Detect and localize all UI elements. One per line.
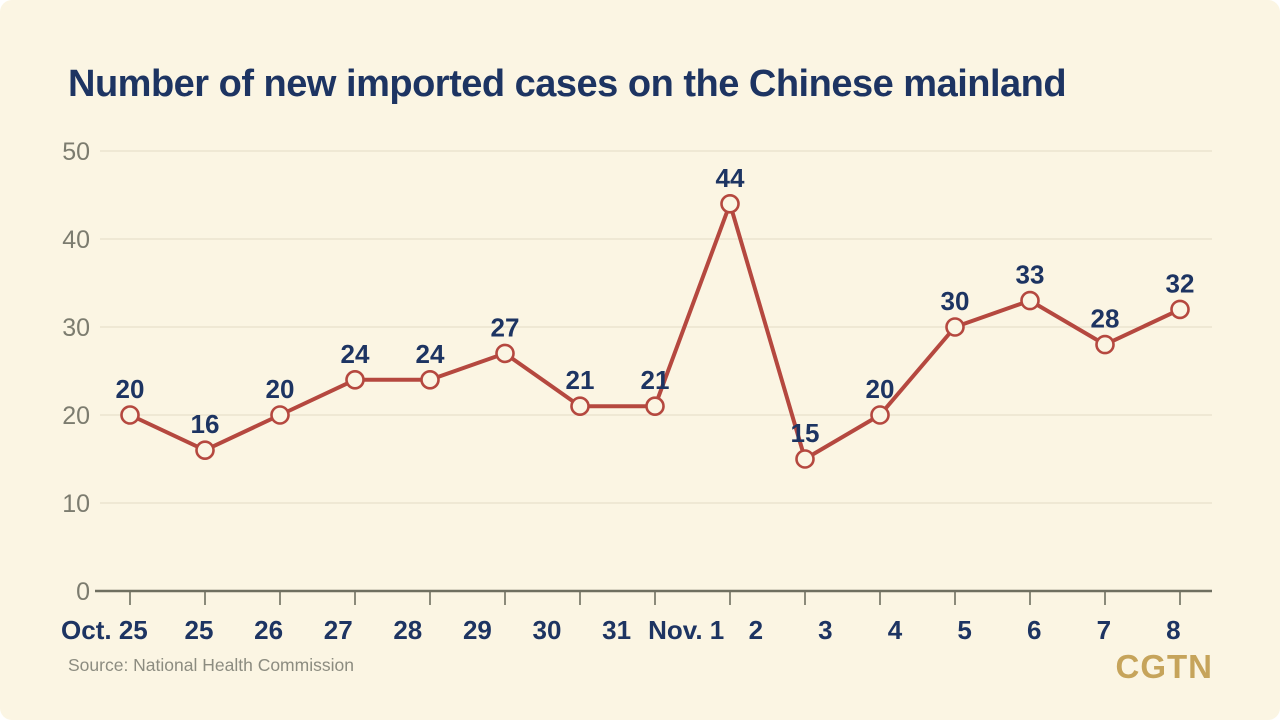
data-point-marker bbox=[645, 396, 665, 417]
data-point-marker bbox=[345, 369, 365, 390]
data-point-label: 20 bbox=[266, 374, 295, 404]
data-point-label: 20 bbox=[866, 374, 895, 404]
x-axis-label: 26 bbox=[254, 615, 283, 645]
x-axis-label: 25 bbox=[185, 615, 214, 645]
data-point-marker bbox=[945, 317, 965, 337]
data-point-label: 21 bbox=[641, 365, 670, 395]
y-axis-label-20: 20 bbox=[62, 402, 90, 430]
data-point-label: 24 bbox=[341, 339, 370, 369]
x-axis-label: 8 bbox=[1166, 615, 1180, 645]
x-axis-label: 28 bbox=[393, 615, 422, 645]
y-axis-label-10: 10 bbox=[62, 490, 90, 518]
y-axis-label-40: 40 bbox=[62, 226, 90, 254]
x-axis-label: 4 bbox=[888, 615, 903, 645]
data-point-marker bbox=[195, 440, 215, 461]
cgtn-logo: CGTN bbox=[1115, 648, 1213, 685]
data-point-marker bbox=[120, 405, 140, 425]
x-axis-label: 27 bbox=[324, 615, 353, 645]
data-point-label: 16 bbox=[191, 409, 220, 439]
x-axis-label: 3 bbox=[818, 615, 832, 645]
y-axis-label-30: 30 bbox=[62, 314, 90, 342]
data-point-label: 15 bbox=[791, 418, 820, 448]
data-point-label: 21 bbox=[566, 365, 595, 395]
x-axis-label: 29 bbox=[463, 615, 492, 645]
x-axis-label: 2 bbox=[749, 615, 763, 645]
data-point-marker bbox=[720, 194, 740, 214]
data-point-label: 24 bbox=[416, 339, 445, 369]
x-axis-label: 5 bbox=[957, 615, 971, 645]
x-axis-label: 31 bbox=[602, 615, 631, 645]
data-point-marker bbox=[270, 405, 290, 425]
data-point-marker bbox=[870, 405, 890, 425]
data-point-label: 20 bbox=[116, 374, 145, 404]
data-point-marker bbox=[1170, 299, 1190, 320]
y-axis-label-0: 0 bbox=[76, 578, 90, 606]
data-point-label: 33 bbox=[1016, 260, 1045, 290]
data-point-marker bbox=[1095, 334, 1115, 355]
data-point-label: 30 bbox=[941, 286, 970, 316]
data-point-marker bbox=[1020, 290, 1040, 311]
x-axis-label: Nov. 1 bbox=[648, 615, 724, 645]
x-axis-label: 7 bbox=[1097, 615, 1111, 645]
data-point-marker bbox=[570, 396, 590, 417]
x-axis-label: 30 bbox=[533, 615, 562, 645]
chart-title: Number of new imported cases on the Chin… bbox=[68, 63, 1067, 105]
x-axis-label: Oct. 25 bbox=[61, 615, 148, 645]
data-point-label: 27 bbox=[491, 312, 520, 342]
data-point-label: 32 bbox=[1166, 268, 1195, 298]
data-point-label: 44 bbox=[716, 163, 745, 193]
data-point-marker bbox=[420, 369, 440, 390]
data-point-marker bbox=[795, 449, 815, 469]
source-attribution: Source: National Health Commission bbox=[68, 655, 354, 675]
data-point-label: 28 bbox=[1091, 304, 1120, 334]
y-axis-label-50: 50 bbox=[62, 138, 90, 166]
x-axis-label: 6 bbox=[1027, 615, 1041, 645]
data-point-marker bbox=[495, 343, 515, 364]
